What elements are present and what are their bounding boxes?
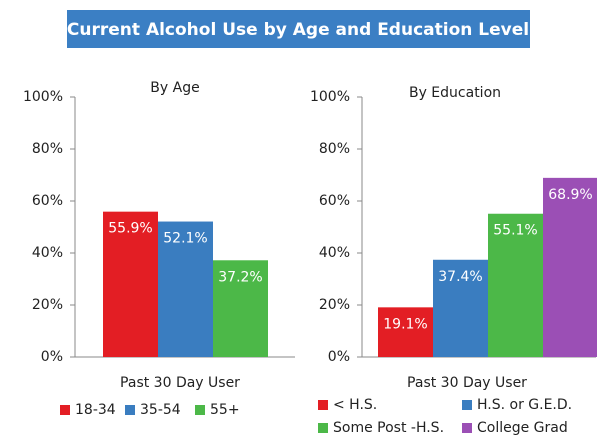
value-label: 55.9% [108, 221, 152, 237]
bar [213, 260, 268, 357]
y-tick-label: 40% [319, 245, 350, 261]
value-label: 37.4% [438, 269, 482, 285]
subtitle: By Age [150, 80, 199, 96]
legend-label: 55+ [210, 402, 240, 418]
value-label: 68.9% [548, 187, 592, 203]
y-tick-label: 40% [32, 245, 63, 261]
legend-swatch [318, 400, 328, 410]
value-label: 19.1% [383, 316, 427, 332]
y-tick-label: 20% [319, 297, 350, 313]
y-tick-label: 100% [23, 89, 63, 105]
legend-label: Some Post -H.S. [333, 420, 444, 436]
bar [543, 177, 597, 357]
bar [488, 213, 543, 357]
legend-swatch [195, 405, 205, 415]
legend-swatch [125, 405, 135, 415]
legend-swatch [318, 423, 328, 433]
y-tick-label: 60% [32, 193, 63, 209]
value-label: 55.1% [493, 223, 537, 239]
bar [433, 259, 488, 357]
legend-label: H.S. or G.E.D. [477, 397, 572, 413]
bar [378, 307, 433, 357]
bar [103, 211, 158, 357]
chart-title: Current Alcohol Use by Age and Education… [67, 20, 529, 40]
y-tick-label: 100% [310, 89, 350, 105]
x-axis-label: Past 30 Day User [120, 375, 240, 391]
x-axis-label: Past 30 Day User [407, 375, 527, 391]
legend-swatch [60, 405, 70, 415]
legend-label: 35-54 [140, 402, 181, 418]
legend-swatch [462, 423, 472, 433]
bar [158, 221, 213, 357]
y-tick-label: 60% [319, 193, 350, 209]
value-label: 37.2% [218, 269, 262, 285]
y-tick-label: 80% [319, 141, 350, 157]
value-label: 52.1% [163, 231, 207, 247]
y-tick-label: 0% [328, 349, 350, 365]
title-banner [67, 10, 530, 48]
legend-label: College Grad [477, 420, 568, 436]
legend-swatch [462, 400, 472, 410]
y-tick-label: 20% [32, 297, 63, 313]
y-tick-label: 80% [32, 141, 63, 157]
subtitle: By Education [409, 85, 501, 101]
legend-label: < H.S. [333, 397, 377, 413]
legend-label: 18-34 [75, 402, 116, 418]
y-tick-label: 0% [41, 349, 63, 365]
